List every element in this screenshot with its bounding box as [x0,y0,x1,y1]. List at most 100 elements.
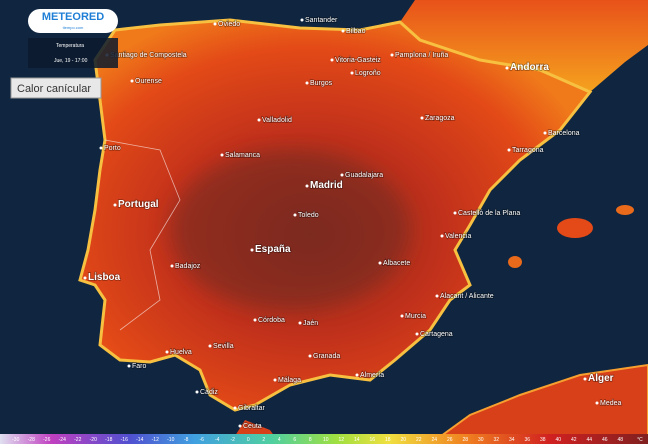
place-label: Jaén [303,320,318,327]
city-dot [390,53,394,57]
city-dot [113,203,117,207]
tag-box [10,77,102,99]
legend-tick: -26 [43,437,50,443]
legend-tick: 0 [247,437,250,443]
border [104,139,181,331]
city-dot [583,377,587,381]
menorca [616,205,634,215]
city-dot [208,344,212,348]
place-label: Santiago de Compostela [110,52,187,59]
place-label: Salamanca [225,152,260,159]
place-label: España [255,244,291,255]
legend-unit: °C [637,437,643,443]
place-label: Murcia [405,313,426,320]
place-label: Zaragoza [425,115,455,122]
legend-tick: 46 [602,437,608,443]
legend-tick: -4 [215,437,220,443]
place-label: Alger [588,373,614,384]
place-label: Albacete [383,260,410,267]
info-panel [28,38,118,68]
legend-tick: -22 [74,437,81,443]
city-dot [420,116,424,120]
legend-tick: -14 [136,437,143,443]
city-dot [595,401,599,405]
city-dot [250,248,254,252]
legend-tick: 30 [478,437,484,443]
legend-tick: -18 [105,437,112,443]
city-dot [213,22,217,26]
city-dot [300,18,304,22]
place-label: Medea [600,400,622,407]
legend-tick: 48 [617,437,623,443]
legend-tick: -24 [59,437,66,443]
datetime: Jue, 19 - 17:00 [54,58,88,64]
place-label: Burgos [310,80,333,87]
city-dot [130,79,134,83]
place-label: Tarragona [512,147,544,154]
logo-sub: tiempo.com [63,25,84,30]
france-land [400,0,648,92]
city-dot [305,81,309,85]
legend-tick: 28 [462,437,468,443]
city-dot [127,364,131,368]
city-dot [220,153,224,157]
place-label: Faro [132,363,147,370]
city-dot [238,424,242,428]
legend-tick: -10 [167,437,174,443]
city-dot [83,276,87,280]
place-label: Portugal [118,199,159,210]
city-dot [298,321,302,325]
city-dot [308,354,312,358]
place-label: Ourense [135,78,162,85]
legend-tick: -2 [231,437,236,443]
city-dot [507,148,511,152]
city-dot [195,390,199,394]
city-dot [253,318,257,322]
africa-land [428,363,648,444]
city-dot [341,29,345,33]
place-label: Córdoba [258,317,285,324]
city-dot [350,71,354,75]
hot-core [170,150,410,310]
legend-tick: 40 [555,437,561,443]
legend-tick: 38 [540,437,546,443]
city-dot [400,314,404,318]
city-dot [340,173,344,177]
place-label: Almería [360,372,384,379]
legend-tick: -12 [152,437,159,443]
legend-tick: 20 [400,437,406,443]
place-label: Oviedo [218,21,240,28]
place-label: Santander [305,17,338,24]
legend-tick: -28 [28,437,35,443]
place-label: Andorra [510,62,549,73]
legend-tick: 22 [416,437,422,443]
logo-box [28,9,118,33]
city-dot [165,350,169,354]
city-dot [233,406,237,410]
place-label: Granada [313,353,340,360]
place-label: Vitoria-Gasteiz [335,57,381,64]
legend-tick: 24 [431,437,437,443]
city-dot [355,373,359,377]
place-label: Pamplona / Iruña [395,52,448,59]
tag: Calor canícular [17,83,91,95]
legend-tick: -8 [184,437,189,443]
place-label: Porto [104,145,121,152]
place-label: Valladolid [262,117,292,124]
city-dot [378,261,382,265]
legend-bar [0,434,648,444]
city-dot [257,118,261,122]
place-label: Málaga [278,377,301,384]
legend-tick: 36 [524,437,530,443]
city-dot [435,294,439,298]
place-label: Sevilla [213,343,234,350]
city-dot [273,378,277,382]
legend-tick: 14 [354,437,360,443]
legend-tick: 16 [369,437,375,443]
variable: Temperatura [56,43,84,49]
place-label: Lisboa [88,272,121,283]
place-label: Alacant / Alicante [440,293,494,300]
legend-tick: 44 [586,437,592,443]
ibiza [508,256,522,268]
